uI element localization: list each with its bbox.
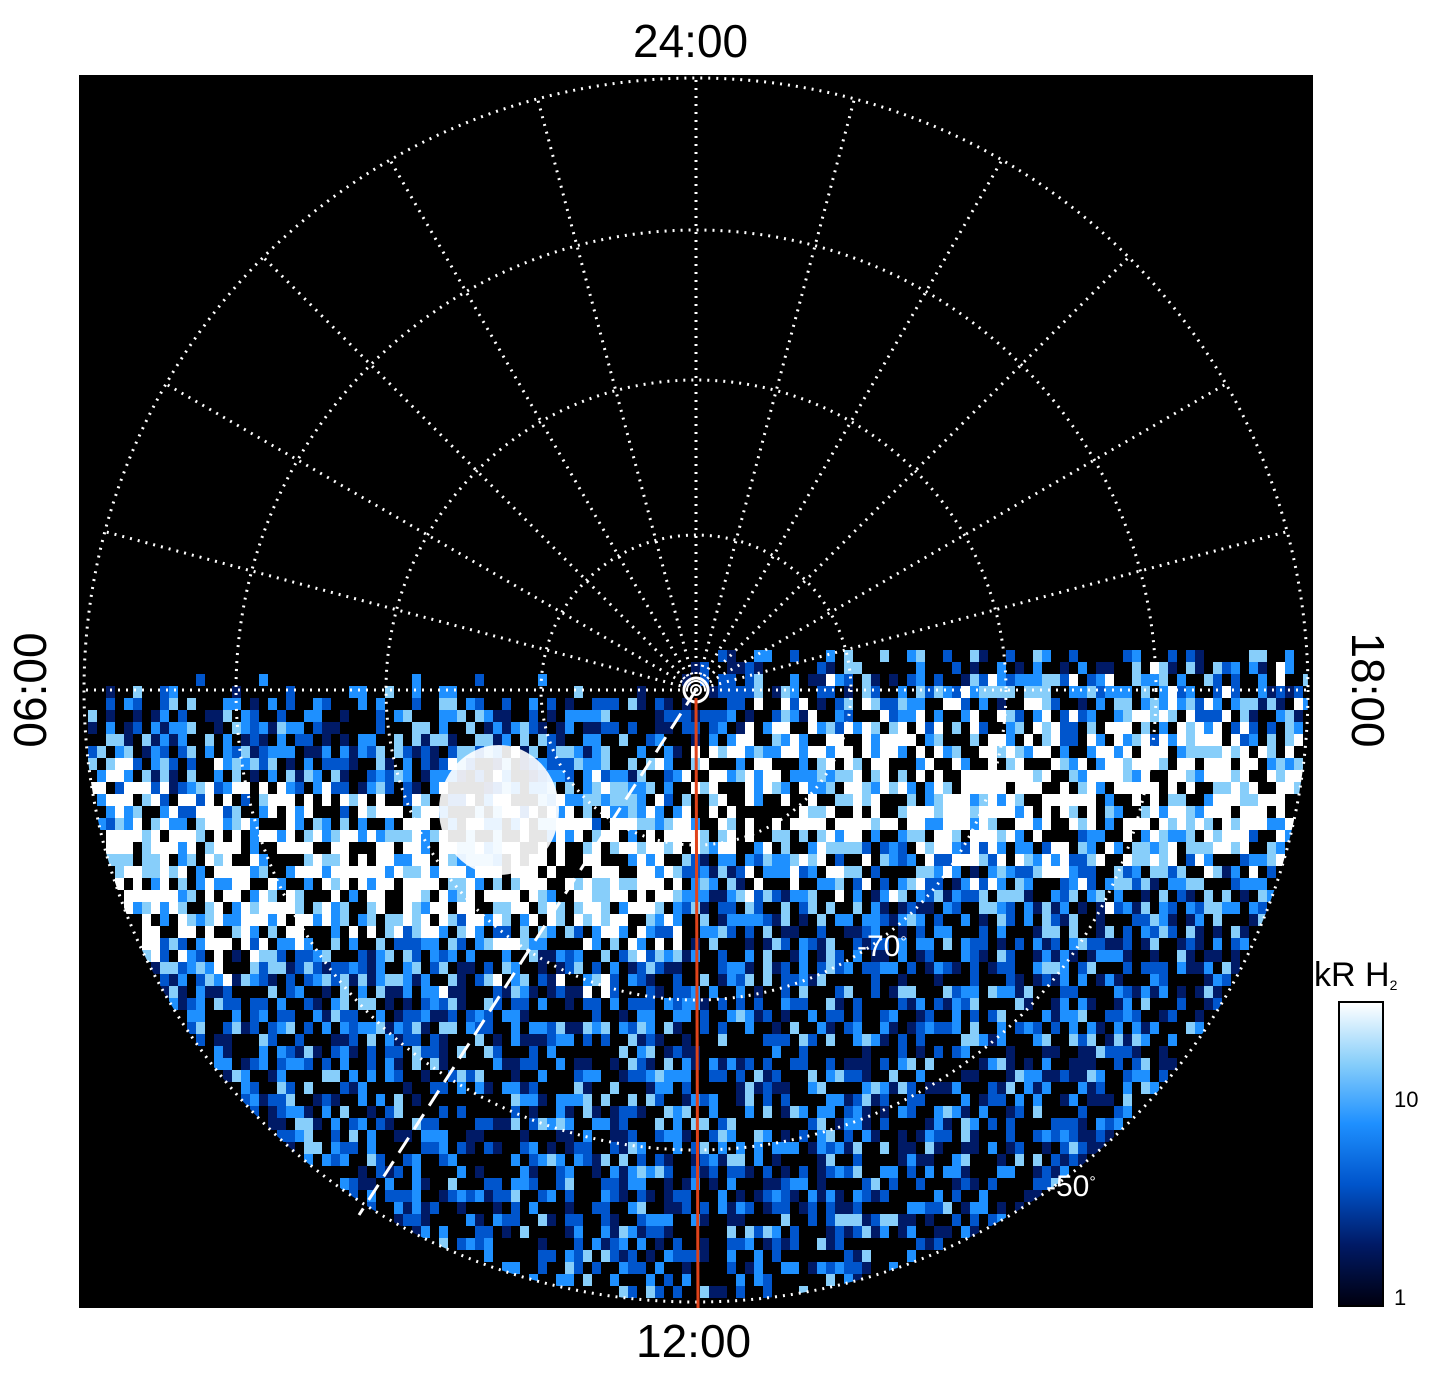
latitude-grid-circle <box>539 533 853 847</box>
local-time-grid-line <box>388 159 698 691</box>
colorbar-unit-label: kR H2 <box>1314 956 1398 994</box>
emission-cells <box>88 650 1308 1298</box>
latitude-label-outer: -50° <box>1046 1170 1096 1203</box>
bright-emission-patch <box>439 745 559 875</box>
local-time-label-top: 24:00 <box>633 15 749 67</box>
local-time-grid-line <box>536 98 698 691</box>
local-time-grid-line <box>104 530 697 692</box>
latitude-grid-circle <box>82 76 1310 1304</box>
local-time-grid-line <box>695 530 1288 692</box>
local-time-grid-line <box>694 98 856 691</box>
auroral-emission-map <box>82 76 1310 1308</box>
local-time-grid-line <box>694 159 1004 691</box>
polar-projection-panel <box>79 75 1313 1308</box>
local-time-grid-line <box>262 256 698 692</box>
local-time-grid-line <box>695 382 1227 692</box>
colorbar-tick-10: 10 <box>1394 1087 1419 1112</box>
local-time-label-left: 06:00 <box>4 632 56 748</box>
noon-meridian-line <box>694 697 700 1308</box>
latitude-label-inner: -70° <box>857 930 907 963</box>
local-time-label-bottom: 12:00 <box>636 1315 752 1367</box>
latitude-grid-circle <box>234 228 1158 1152</box>
local-time-grid-line <box>694 256 1130 692</box>
local-time-label-right: 18:00 <box>1342 632 1394 748</box>
local-time-grid-line <box>165 382 697 692</box>
colorbar <box>1338 1001 1384 1307</box>
pole-marker-inner <box>690 684 702 696</box>
latitude-grid-circle <box>384 378 1008 1002</box>
dashed-reference-line <box>357 689 698 1216</box>
colorbar-tick-1: 1 <box>1394 1285 1407 1310</box>
